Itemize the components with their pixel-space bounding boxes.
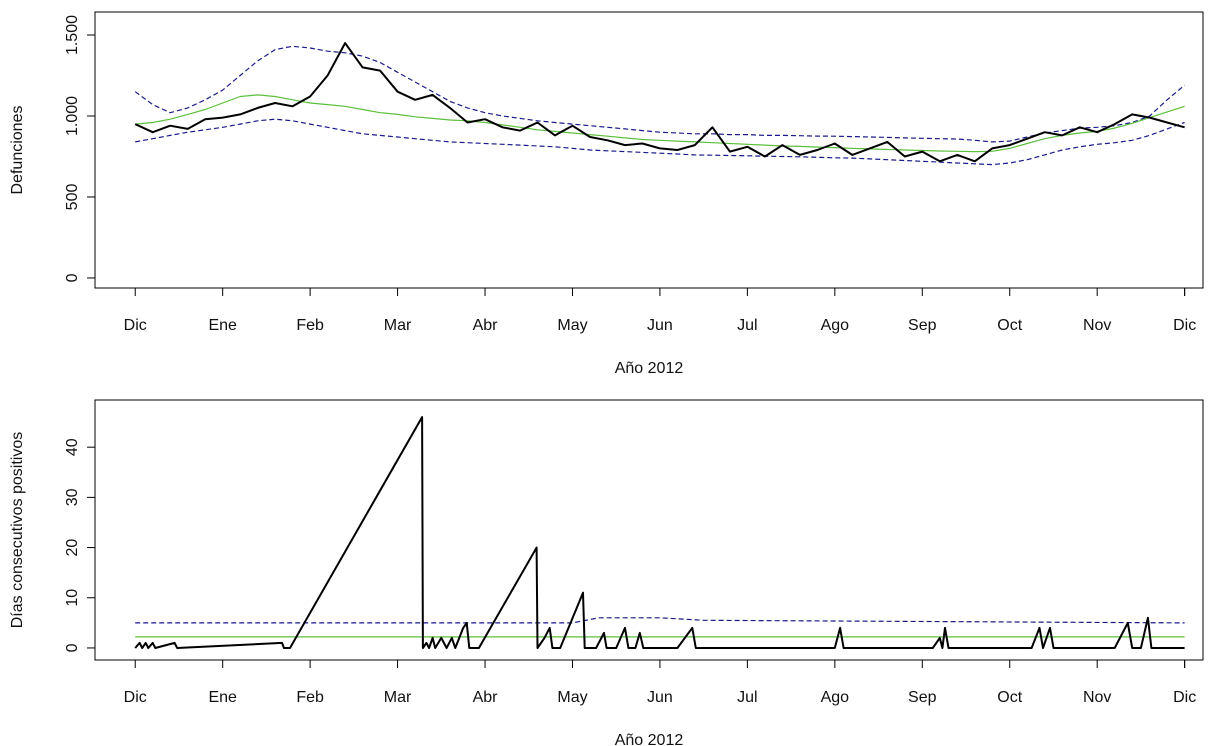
series-line [135, 94, 1185, 153]
x-tick-label: Oct [997, 689, 1022, 706]
x-tick-label: Jun [647, 689, 673, 706]
x-tick-label: Feb [296, 317, 324, 334]
x-tick-label: Ene [208, 689, 237, 706]
series-line [135, 617, 1185, 624]
y-tick-label: 1.500 [64, 15, 81, 55]
plot-frame [94, 11, 1204, 289]
x-tick-label: Abr [473, 317, 499, 334]
x-tick-label: Ago [821, 317, 850, 334]
x-tick-label: Ene [208, 317, 237, 334]
y-tick-label: 20 [64, 539, 81, 557]
x-tick-label: Ago [821, 689, 850, 706]
y-tick-label: 40 [64, 438, 81, 456]
x-tick-label: Sep [908, 689, 937, 706]
y-tick-label: 10 [64, 589, 81, 607]
x-tick-label: Jul [737, 689, 757, 706]
x-tick-label: Mar [384, 689, 412, 706]
x-axis-title: Año 2012 [615, 732, 684, 746]
x-tick-label: Jul [737, 317, 757, 334]
series-line [134, 45, 1185, 143]
y-axis-title: Defunciones [9, 106, 26, 195]
x-tick-label: Sep [908, 317, 937, 334]
x-tick-label: Dic [124, 689, 147, 706]
y-tick-label: 0 [64, 643, 81, 652]
y-tick-label: 0 [64, 273, 81, 282]
series-line [134, 416, 1185, 649]
x-tick-label: Feb [296, 689, 324, 706]
x-tick-label: Nov [1083, 317, 1111, 334]
x-tick-label: Mar [384, 317, 412, 334]
y-axis-title: Días consecutivos positivos [9, 432, 26, 629]
x-tick-label: Oct [997, 317, 1022, 334]
series-line [134, 42, 1185, 163]
x-tick-label: Dic [1173, 317, 1196, 334]
plot-frame [94, 399, 1204, 661]
x-axis-title: Año 2012 [615, 360, 684, 377]
x-tick-label: Dic [124, 317, 147, 334]
y-tick-label: 500 [64, 184, 81, 211]
x-tick-label: Jun [647, 317, 673, 334]
x-tick-label: Nov [1083, 689, 1111, 706]
x-tick-label: May [557, 317, 587, 334]
x-tick-label: May [557, 689, 587, 706]
x-tick-label: Dic [1173, 689, 1196, 706]
series-line [135, 118, 1185, 166]
y-tick-label: 1.000 [64, 96, 81, 136]
x-tick-label: Abr [473, 689, 499, 706]
y-tick-label: 30 [64, 488, 81, 506]
